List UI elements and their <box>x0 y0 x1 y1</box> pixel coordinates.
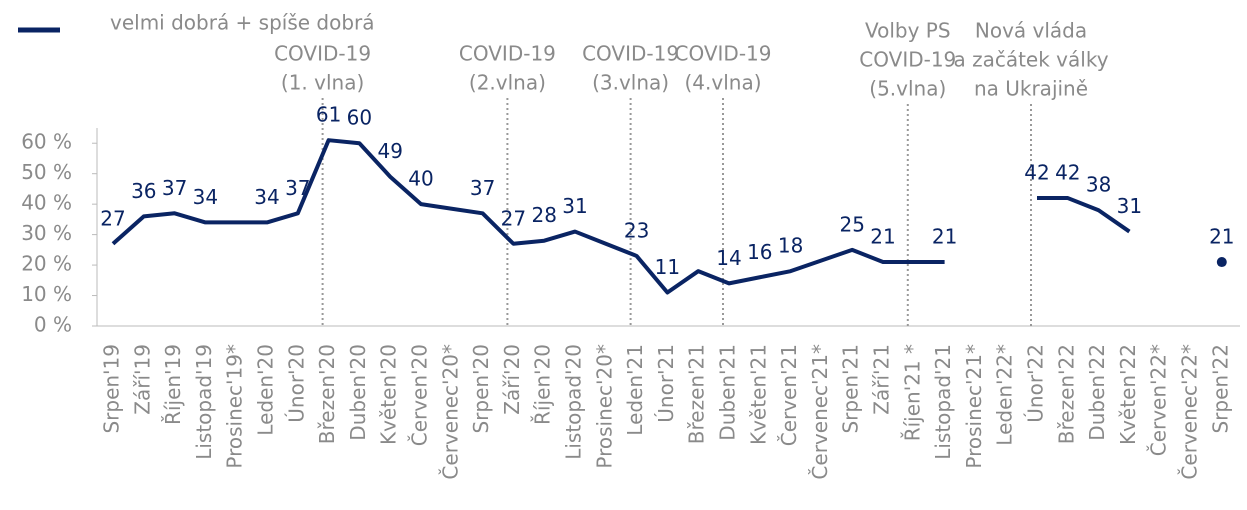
data-label: 31 <box>562 194 587 218</box>
x-tick-label: Prosinec'20* <box>592 344 616 469</box>
data-label: 23 <box>624 218 649 242</box>
y-tick-label: 50 % <box>21 160 72 184</box>
data-label: 34 <box>193 185 218 209</box>
x-tick-label: Květen'22 <box>1116 344 1140 445</box>
x-tick-label: Duben'20 <box>346 344 370 441</box>
x-tick-label: Září'21 <box>870 344 894 415</box>
data-label: 21 <box>1209 225 1234 249</box>
x-tick-label: Říjen'19 <box>161 344 185 425</box>
data-label: 37 <box>162 176 187 200</box>
annotation-text: (5.vlna) <box>869 77 946 101</box>
annotation-text: (4.vlna) <box>684 71 761 95</box>
x-tick-label: Březen'22 <box>1054 344 1078 444</box>
annotation-text: na Ukrajině <box>974 77 1088 101</box>
x-tick-label: Srpen'20 <box>469 344 493 434</box>
data-label: 18 <box>778 234 803 258</box>
x-tick-label: Březen'21 <box>685 344 709 444</box>
x-tick-label: Září'20 <box>500 344 524 415</box>
data-label: 21 <box>932 225 957 249</box>
data-label: 21 <box>870 225 895 249</box>
data-label: 27 <box>100 206 125 230</box>
line <box>1037 196 1131 234</box>
x-tick-label: Srpen'21 <box>839 344 863 434</box>
data-label: 36 <box>131 179 156 203</box>
data-label: 31 <box>1117 194 1142 218</box>
x-tick-label: Červen'22* <box>1147 344 1171 456</box>
x-tick-label: Červenec'21* <box>808 344 832 480</box>
x-tick-label: Říjen'21 * <box>900 344 924 441</box>
x-tick-label: Únor'22 <box>1024 344 1048 423</box>
annotation-text: (2.vlna) <box>469 71 546 95</box>
data-label: 14 <box>716 246 741 270</box>
annotation-text: COVID-19 <box>859 48 956 72</box>
data-label: 11 <box>655 255 680 279</box>
data-label: 60 <box>347 106 372 130</box>
data-label: 49 <box>377 139 402 163</box>
annotation-text: COVID-19 <box>459 42 556 66</box>
y-tick-label: 10 % <box>21 282 72 306</box>
annotation-text: COVID-19 <box>274 42 371 66</box>
x-tick-label: Srpen'19 <box>100 344 124 434</box>
y-tick-label: 60 % <box>21 130 72 154</box>
annotation-text: (3.vlna) <box>592 71 669 95</box>
data-point <box>1216 257 1227 268</box>
x-tick-label: Březen'20 <box>315 344 339 444</box>
y-tick-label: 0 % <box>34 313 72 337</box>
data-label: 25 <box>839 212 864 236</box>
data-label: 40 <box>408 167 433 191</box>
annotation-text: COVID-19 <box>674 42 771 66</box>
data-label: 37 <box>470 176 495 200</box>
x-tick-label: Září'19 <box>130 344 154 415</box>
x-tick-label: Červenec'22* <box>1178 344 1202 480</box>
annotation-text: Volby PS <box>865 19 951 43</box>
y-tick-label: 30 % <box>21 221 72 245</box>
x-tick-label: Prosinec'19* <box>223 344 247 469</box>
x-tick-label: Leden'20 <box>254 344 278 436</box>
x-tick-label: Duben'21 <box>716 344 740 441</box>
x-tick-label: Květen'21 <box>746 344 770 445</box>
x-tick-label: Leden'22* <box>993 344 1017 446</box>
annotation-text: (1. vlna) <box>281 71 364 95</box>
y-tick-label: 40 % <box>21 191 72 215</box>
data-label: 34 <box>254 185 279 209</box>
x-tick-label: Srpen'22 <box>1208 344 1232 434</box>
data-label: 28 <box>531 203 556 227</box>
line <box>111 138 945 295</box>
x-tick-label: Listopad'21 <box>931 344 955 460</box>
legend-label: velmi dobrá + spíše dobrá <box>110 11 375 35</box>
data-label: 42 <box>1055 161 1080 185</box>
x-tick-label: Říjen'20 <box>531 344 555 425</box>
annotation-text: a začátek války <box>953 48 1108 72</box>
data-label: 27 <box>501 206 526 230</box>
x-tick-label: Květen'20 <box>377 344 401 445</box>
x-tick-label: Prosinec'21* <box>962 344 986 469</box>
data-label: 38 <box>1086 173 1111 197</box>
data-label: 42 <box>1024 161 1049 185</box>
y-tick-label: 20 % <box>21 252 72 276</box>
annotation-text: COVID-19 <box>582 42 679 66</box>
annotation-text: Nová vláda <box>975 19 1087 43</box>
data-label: 16 <box>747 240 772 264</box>
x-tick-label: Leden'21 <box>623 344 647 436</box>
x-tick-label: Únor'21 <box>654 344 678 423</box>
data-label: 61 <box>316 103 341 127</box>
x-tick-label: Listopad'20 <box>562 344 586 460</box>
x-tick-label: Červenec'20* <box>438 344 462 480</box>
x-tick-label: Únor'20 <box>284 344 308 423</box>
x-tick-label: Listopad'19 <box>192 344 216 460</box>
x-tick-label: Duben'22 <box>1085 344 1109 441</box>
x-tick-label: Červen'20 <box>408 344 432 446</box>
data-label: 37 <box>285 176 310 200</box>
x-tick-label: Červen'21 <box>777 344 801 446</box>
